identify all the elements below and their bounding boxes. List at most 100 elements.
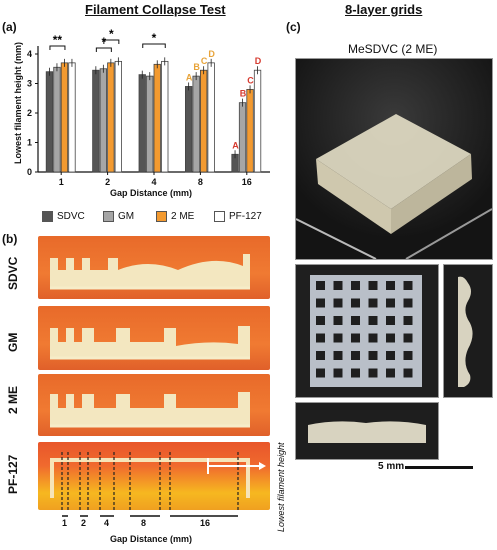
grid-caption: MeSDVC (2 ME) — [348, 42, 438, 56]
bar — [153, 63, 161, 173]
legend-swatch-gm — [103, 211, 114, 222]
legend-pf127: PF-127 — [214, 211, 262, 222]
grid-hole — [386, 281, 395, 290]
x-tick-label: 8 — [198, 177, 203, 187]
grid-hole — [333, 368, 343, 378]
strip-filaments-2me — [50, 392, 250, 428]
bar — [146, 75, 154, 173]
bar — [60, 62, 69, 173]
letter-label-8mm: A — [186, 72, 193, 82]
gap-label-2: 2 — [81, 518, 87, 528]
bar — [199, 69, 208, 173]
grid-hole — [403, 298, 413, 308]
legend-gm: GM — [103, 211, 134, 222]
legend-2me: 2 ME — [156, 211, 194, 222]
bar — [53, 66, 61, 173]
lowest-filament-note: Lowest filament height — [276, 442, 286, 532]
grid-hole — [316, 368, 325, 378]
significance-marker: * — [109, 27, 114, 41]
grid-hole — [368, 298, 378, 308]
legend-label-sdvc: SDVC — [57, 211, 85, 222]
panel-label-c: (c) — [286, 20, 301, 34]
strip-filaments-gm — [50, 326, 250, 360]
grid-hole — [386, 351, 395, 360]
bar — [99, 68, 107, 173]
significance-bracket — [95, 47, 112, 52]
y-tick-label: 4 — [27, 49, 32, 59]
grid-photo-side-horizontal — [295, 402, 439, 460]
grid-hole — [316, 281, 325, 290]
xlabel-b: Gap Distance (mm) — [110, 534, 193, 544]
x-tick-label: 16 — [242, 177, 252, 187]
strip-label-pf127: PF-127 — [6, 454, 20, 494]
letter-label-8mm: D — [208, 49, 215, 59]
y-tick-label: 2 — [27, 108, 32, 118]
grid-hole — [316, 351, 325, 360]
x-tick-label: 2 — [105, 177, 110, 187]
grid-hole — [403, 368, 413, 378]
significance-bracket — [103, 39, 120, 44]
right-section-title: 8-layer grids — [345, 2, 423, 17]
strip-filaments-pf127 — [50, 452, 266, 510]
left-section-title: Filament Collapse Test — [85, 2, 226, 17]
grid-hole — [351, 316, 360, 325]
legend-swatch-sdvc — [42, 211, 53, 222]
grid-hole — [333, 316, 343, 325]
bar — [45, 71, 54, 173]
strip-filaments-sdvc — [50, 254, 250, 290]
letter-label-8mm: C — [201, 56, 208, 66]
bar — [246, 89, 254, 173]
y-tick-label: 3 — [27, 79, 32, 89]
grid-photo-top — [295, 264, 439, 398]
bar — [253, 69, 262, 173]
grid-hole — [386, 333, 395, 343]
strip-photo-pf127 — [38, 442, 270, 510]
grid-hole — [368, 351, 378, 360]
grid-hole — [368, 281, 378, 290]
bar — [114, 60, 122, 173]
y-tick-label: 0 — [27, 167, 32, 177]
grid-hole — [316, 298, 325, 308]
grid-hole — [351, 351, 360, 360]
significance-bracket — [49, 45, 66, 50]
panel-label-b: (b) — [2, 232, 18, 246]
grid-hole — [403, 333, 413, 343]
strip-photo-sdvc — [38, 236, 270, 299]
grid-hole — [333, 298, 343, 308]
grid-hole — [403, 316, 413, 325]
legend-swatch-pf127 — [214, 211, 225, 222]
grid-photo-3d — [295, 58, 493, 260]
letter-label-16mm: C — [247, 75, 254, 85]
grid-hole — [368, 333, 378, 343]
x-tick-label: 4 — [151, 177, 156, 187]
scale-bar — [405, 466, 473, 469]
letter-label-16mm: B — [240, 89, 247, 99]
grid-hole — [351, 281, 360, 290]
bar — [138, 74, 146, 173]
strip-label-sdvc: SDVC — [6, 256, 20, 290]
legend-label-pf127: PF-127 — [229, 211, 262, 222]
gap-label-8: 8 — [141, 518, 147, 528]
grid-hole — [316, 316, 325, 325]
legend-sdvc: SDVC — [42, 211, 85, 222]
letter-label-16mm: A — [232, 140, 239, 150]
grid-hole — [368, 368, 378, 378]
grid-hole — [386, 316, 395, 325]
bar — [92, 69, 100, 173]
letter-label-8mm: B — [193, 62, 200, 72]
gap-label-16: 16 — [200, 518, 211, 528]
bar — [238, 102, 247, 173]
significance-bracket — [142, 43, 166, 48]
grid-hole — [351, 298, 360, 308]
scale-label: 5 mm — [378, 461, 405, 472]
strip-photo-2me — [38, 374, 270, 436]
grid-hole — [333, 281, 343, 290]
significance-marker: * — [152, 31, 157, 45]
grid-hole — [403, 351, 413, 360]
letter-label-16mm: D — [255, 56, 262, 66]
xlabel-a: Gap Distance (mm) — [110, 188, 193, 198]
bar — [184, 86, 193, 173]
bar — [192, 75, 200, 173]
grid-hole — [333, 351, 343, 360]
gap-label-1: 1 — [62, 518, 68, 528]
